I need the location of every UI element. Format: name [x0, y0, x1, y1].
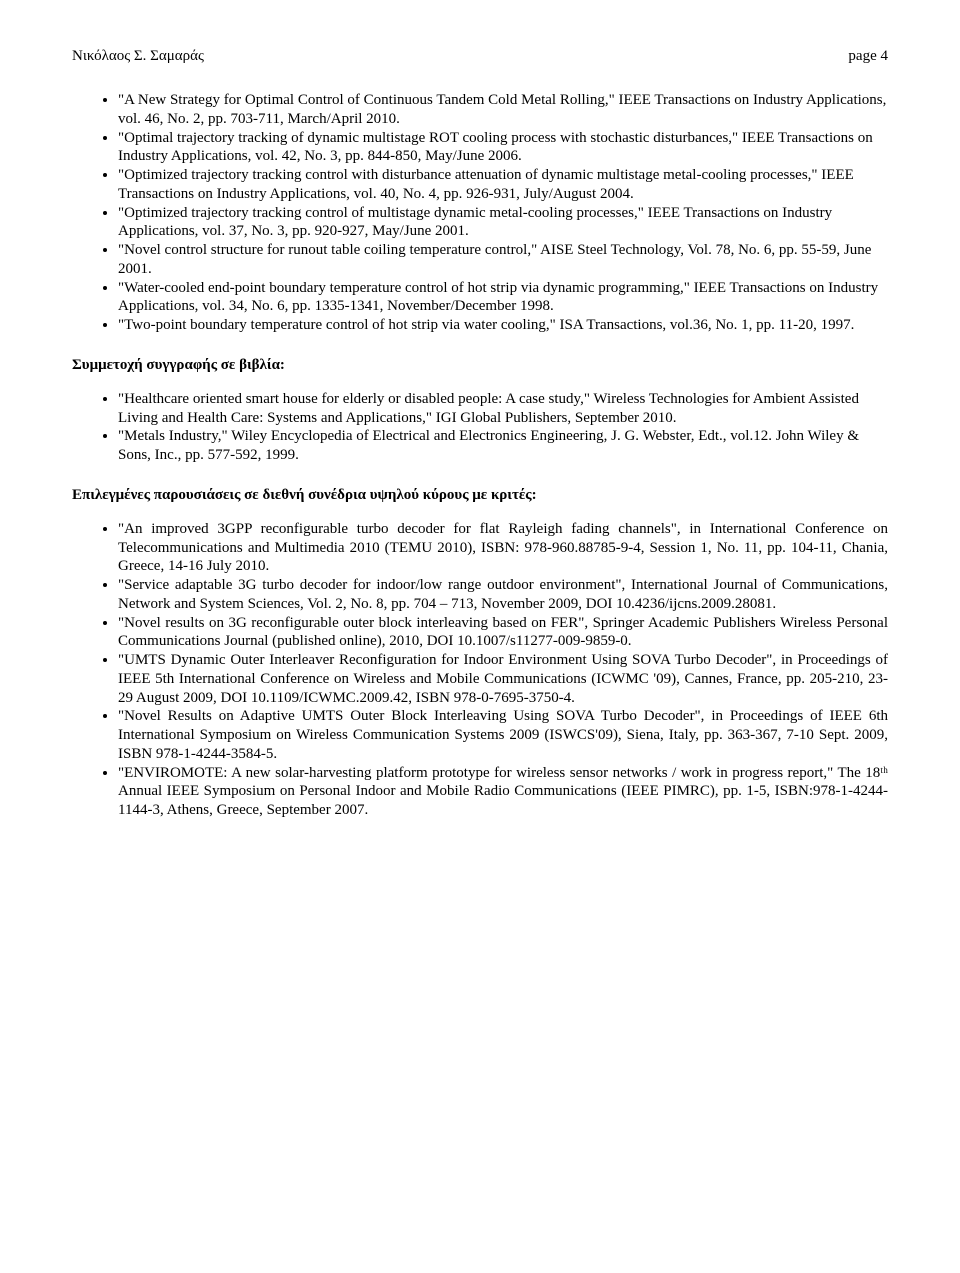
conference-presentations-list: "An improved 3GPP reconfigurable turbo d…	[72, 520, 888, 820]
list-item: "ENVIROMOTE: A new solar-harvesting plat…	[118, 764, 888, 820]
journal-publications-list: "A New Strategy for Optimal Control of C…	[72, 91, 888, 335]
list-item: "UMTS Dynamic Outer Interleaver Reconfig…	[118, 651, 888, 707]
list-item: "Optimized trajectory tracking control w…	[118, 166, 888, 204]
list-item: "Novel control structure for runout tabl…	[118, 241, 888, 279]
list-item: "Novel results on 3G reconfigurable oute…	[118, 614, 888, 652]
book-chapters-list: "Healthcare oriented smart house for eld…	[72, 390, 888, 465]
header-page-number: page 4	[848, 48, 888, 65]
list-item: "Optimized trajectory tracking control o…	[118, 204, 888, 242]
list-item: "Metals Industry," Wiley Encyclopedia of…	[118, 427, 888, 465]
list-item: "Two-point boundary temperature control …	[118, 316, 888, 335]
list-item: "Healthcare oriented smart house for eld…	[118, 390, 888, 428]
header-author: Νικόλαος Σ. Σαμαράς	[72, 48, 204, 65]
document-page: Νικόλαος Σ. Σαμαράς page 4 "A New Strate…	[0, 0, 960, 902]
list-item: "Optimal trajectory tracking of dynamic …	[118, 129, 888, 167]
page-header: Νικόλαος Σ. Σαμαράς page 4	[72, 48, 888, 65]
list-item: "Service adaptable 3G turbo decoder for …	[118, 576, 888, 614]
list-item: "A New Strategy for Optimal Control of C…	[118, 91, 888, 129]
list-item: "Water-cooled end-point boundary tempera…	[118, 279, 888, 317]
list-item: "An improved 3GPP reconfigurable turbo d…	[118, 520, 888, 576]
list-item: "Novel Results on Adaptive UMTS Outer Bl…	[118, 707, 888, 763]
section-heading-conferences: Επιλεγμένες παρουσιάσεις σε διεθνή συνέδ…	[72, 487, 888, 504]
section-heading-books: Συμμετοχή συγγραφής σε βιβλία:	[72, 357, 888, 374]
